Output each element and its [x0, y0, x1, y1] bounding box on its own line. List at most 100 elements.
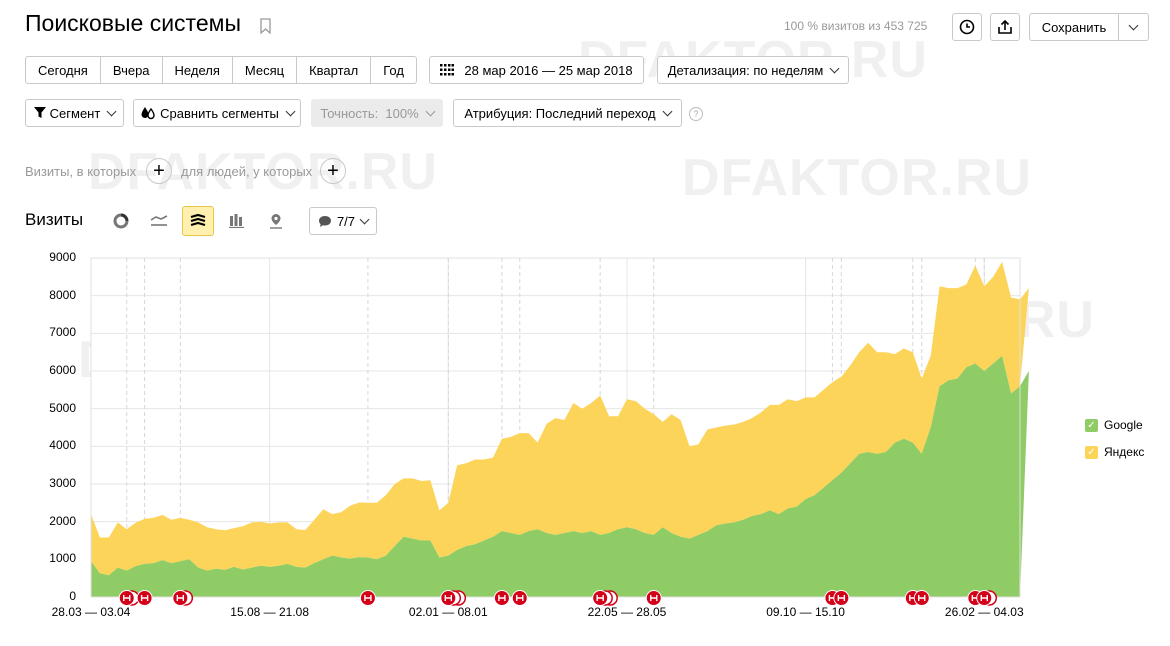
column-chart-icon: [229, 214, 244, 228]
chevron-down-icon: [829, 63, 840, 73]
filter-icon: [33, 107, 46, 118]
chart-type-line[interactable]: [143, 206, 175, 236]
visits-chart: [90, 257, 1029, 606]
annotation-marker[interactable]: [136, 590, 153, 606]
annotation-marker[interactable]: [913, 590, 930, 606]
annotation-marker[interactable]: [976, 590, 998, 606]
x-tick-label: 15.08 — 21.08: [230, 605, 310, 619]
comment-icon: [318, 215, 331, 227]
chevron-down-icon: [106, 106, 117, 116]
holiday-icon: [837, 595, 846, 601]
y-tick-label: 6000: [49, 363, 76, 377]
chevron-down-icon: [359, 214, 370, 224]
period-quarter[interactable]: Квартал: [297, 57, 372, 83]
holiday-icon: [516, 595, 524, 601]
watermark: DFAKTOR.RU: [682, 149, 1032, 207]
page-title: Поисковые системы: [25, 10, 241, 36]
export-button[interactable]: [990, 13, 1020, 41]
upload-icon: [998, 19, 1012, 34]
accuracy-dropdown[interactable]: Точность: 100%: [311, 99, 443, 127]
holiday-icon: [444, 595, 453, 601]
chevron-down-icon: [662, 106, 673, 116]
map-pin-icon: [270, 214, 282, 229]
save-button[interactable]: Сохранить: [1029, 13, 1119, 41]
y-tick-label: 9000: [49, 250, 76, 264]
chevron-down-icon: [285, 106, 296, 116]
legend-yandex[interactable]: ✓ Яндекс: [1085, 445, 1144, 459]
chart-type-stacked-area[interactable]: [182, 206, 214, 236]
series-yandex-area: [91, 261, 1029, 576]
annotation-marker[interactable]: [172, 590, 194, 606]
history-button[interactable]: [952, 13, 982, 41]
holiday-icon: [364, 595, 372, 601]
attribution-label: Атрибуция: Последний переход: [464, 105, 656, 121]
holiday-icon: [650, 595, 658, 601]
holiday-icon: [918, 595, 926, 601]
accuracy-label: Точность: 100%: [320, 105, 419, 121]
segment-label: Сегмент: [49, 105, 101, 121]
legend-label: Яндекс: [1104, 445, 1145, 459]
holiday-icon: [980, 595, 988, 601]
plot-frame: [90, 257, 1021, 598]
compare-segments-button[interactable]: Сравнить сегменты: [133, 99, 301, 127]
x-tick-label: 02.01 — 08.01: [408, 605, 488, 619]
y-tick-label: 8000: [49, 287, 76, 302]
bookmark-icon[interactable]: [260, 18, 271, 34]
detail-dropdown[interactable]: Детализация: по неделям: [657, 56, 849, 84]
annotation-marker[interactable]: [118, 590, 140, 606]
x-tick-label: 26.02 — 04.03: [944, 605, 1024, 619]
add-people-condition-button[interactable]: +: [320, 158, 346, 184]
chart-type-column[interactable]: [221, 206, 253, 236]
pie-chart-icon: [113, 213, 129, 229]
stacked-area-icon: [190, 214, 206, 227]
y-tick-label: 0: [69, 589, 76, 603]
attribution-dropdown[interactable]: Атрибуция: Последний переход: [453, 99, 682, 127]
legend-google[interactable]: ✓ Google: [1085, 418, 1143, 432]
annotations-count: 7/7: [336, 213, 356, 229]
holiday-icon: [176, 595, 185, 601]
drops-icon: [141, 107, 155, 120]
x-tick-label: 09.10 — 15.10: [766, 605, 845, 619]
legend-label: Google: [1104, 418, 1143, 432]
checkbox-checked-icon: ✓: [1085, 445, 1098, 459]
chart-type-pie[interactable]: [105, 206, 137, 236]
y-tick-label: 5000: [49, 400, 76, 415]
annotation-marker[interactable]: [645, 590, 662, 606]
y-tick-label: 1000: [49, 551, 76, 566]
segment-button[interactable]: Сегмент: [25, 99, 124, 127]
y-tick-label: 3000: [49, 476, 76, 490]
annotation-marker[interactable]: [833, 590, 850, 606]
period-today[interactable]: Сегодня: [26, 57, 101, 83]
annotation-marker[interactable]: [440, 590, 467, 606]
annotation-marker[interactable]: [592, 590, 618, 606]
chevron-down-icon: [425, 106, 436, 116]
detail-label: Детализация: по неделям: [667, 62, 824, 78]
date-range-picker[interactable]: 28 мар 2016 — 25 мар 2018: [429, 56, 644, 84]
holiday-icon: [596, 595, 604, 601]
line-chart-icon: [150, 215, 168, 226]
visits-condition-label: Визиты, в которых: [25, 164, 137, 179]
calendar-icon: [440, 64, 455, 76]
period-selector: Сегодня Вчера Неделя Месяц Квартал Год: [25, 56, 417, 84]
period-year[interactable]: Год: [383, 62, 404, 78]
compare-label: Сравнить сегменты: [160, 105, 279, 121]
y-tick-label: 2000: [49, 513, 76, 528]
help-icon[interactable]: ?: [689, 107, 703, 121]
chart-type-map[interactable]: [260, 206, 292, 236]
save-options-button[interactable]: [1118, 13, 1149, 41]
period-week[interactable]: Неделя: [163, 57, 233, 83]
add-visit-condition-button[interactable]: +: [146, 158, 172, 184]
series-google-area: [91, 355, 1029, 597]
checkbox-checked-icon: ✓: [1085, 418, 1098, 432]
y-tick-label: 4000: [49, 438, 76, 453]
period-yesterday[interactable]: Вчера: [101, 57, 163, 83]
period-month[interactable]: Месяц: [233, 57, 298, 83]
annotations-dropdown[interactable]: 7/7: [309, 207, 377, 235]
annotation-marker[interactable]: [511, 590, 528, 606]
annotation-marker[interactable]: [359, 590, 376, 606]
date-range-label: 28 мар 2016 — 25 мар 2018: [464, 62, 633, 78]
y-tick-label: 7000: [49, 325, 76, 340]
chart-title: Визиты: [25, 210, 84, 229]
holiday-icon: [140, 595, 149, 601]
annotation-marker[interactable]: [493, 590, 510, 606]
